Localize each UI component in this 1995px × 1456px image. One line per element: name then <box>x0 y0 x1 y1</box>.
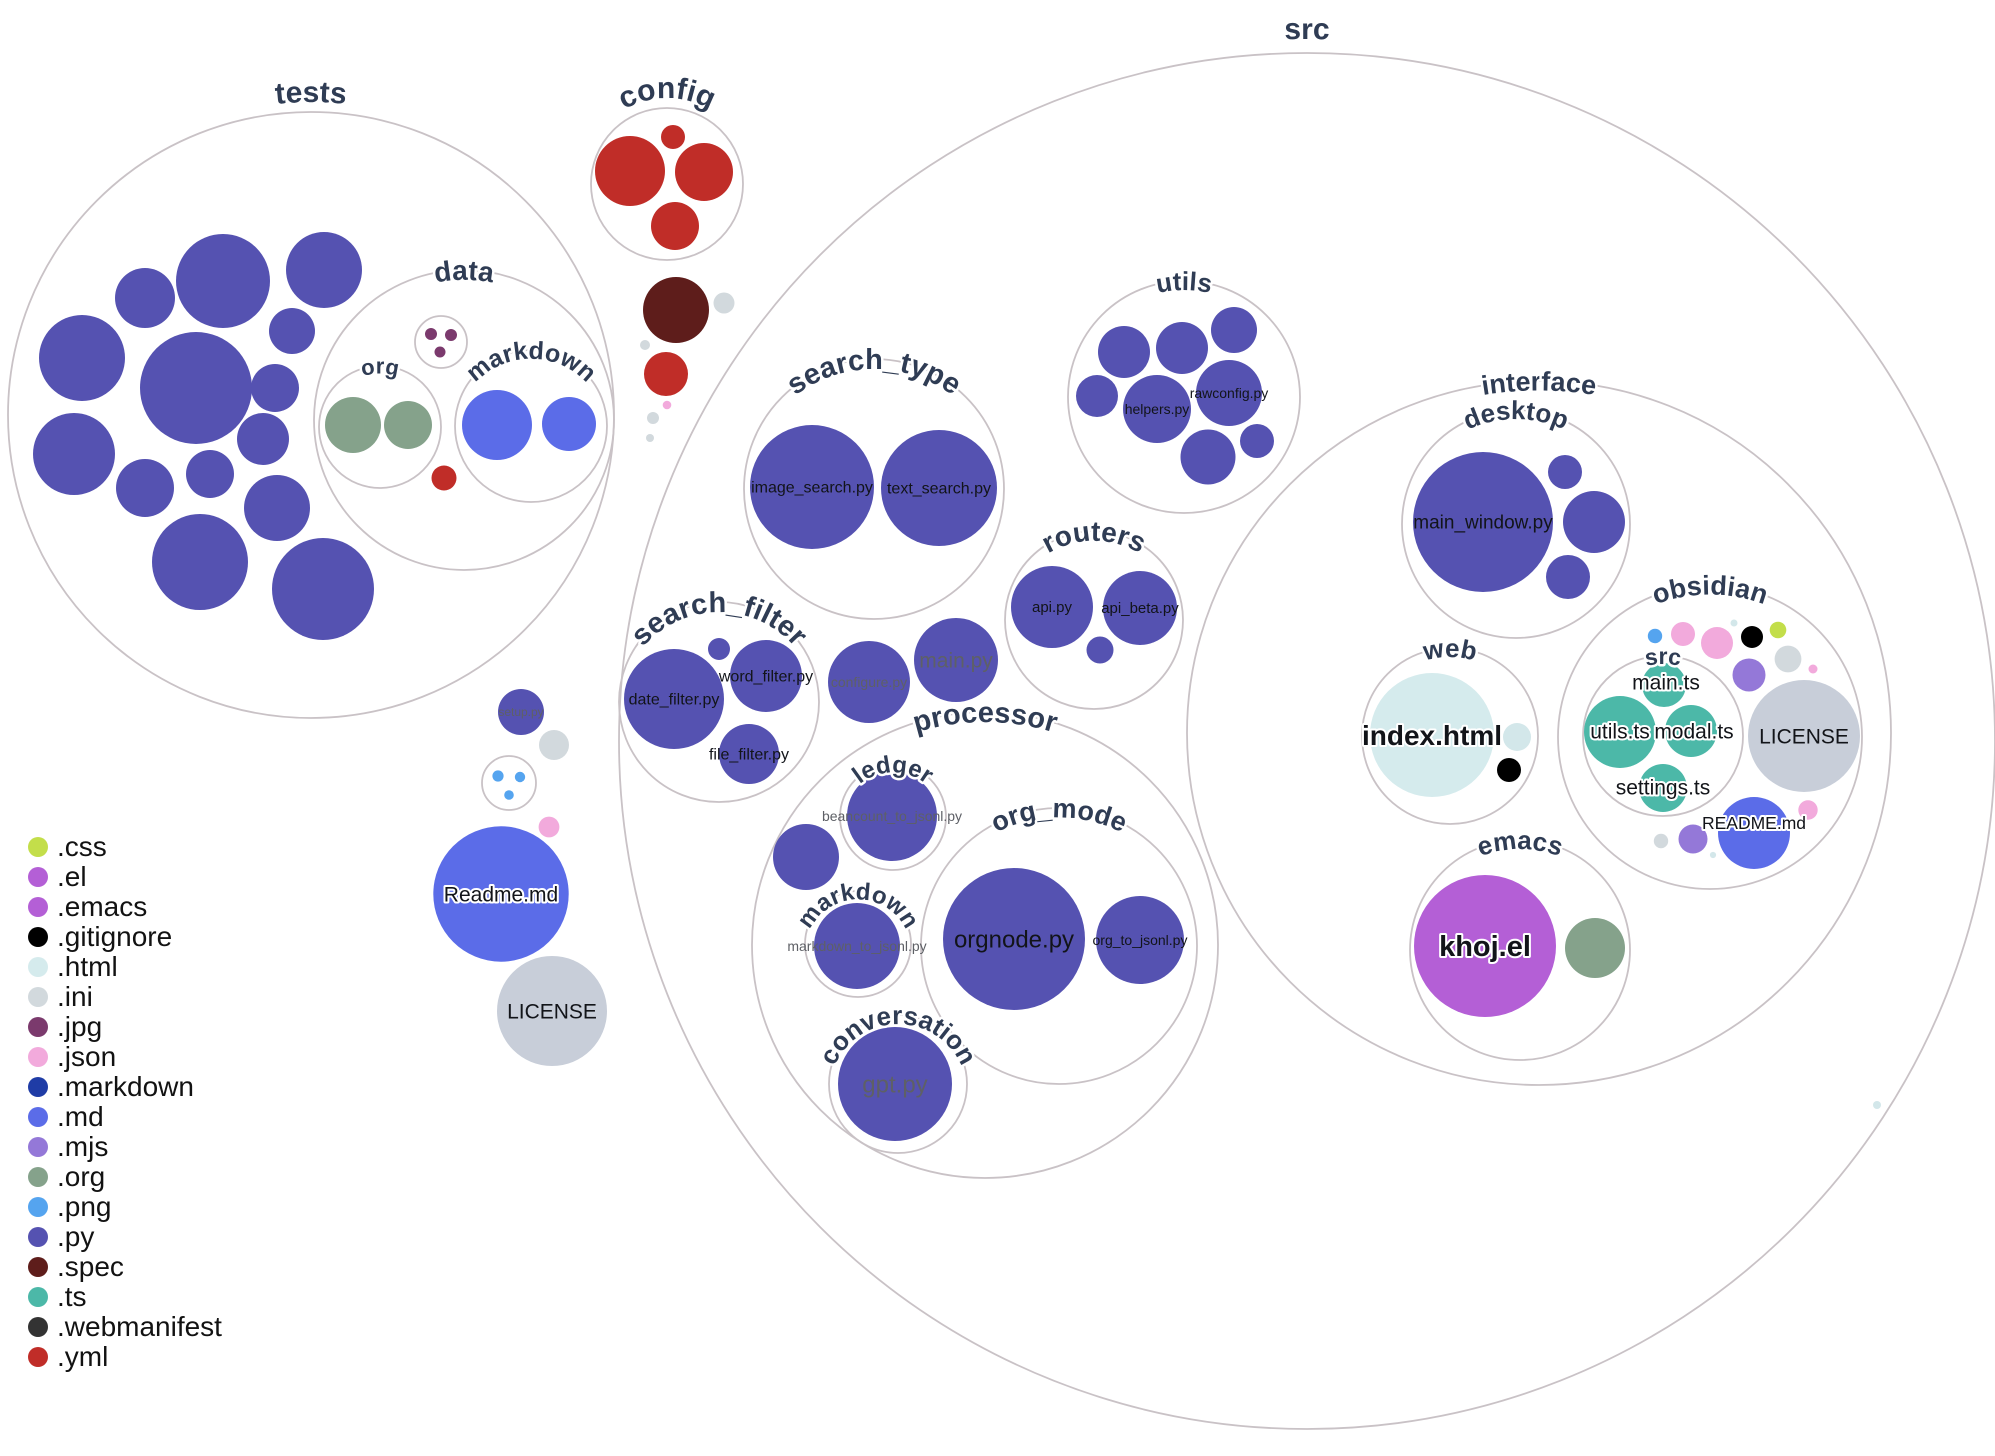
svg-text:data: data <box>432 255 496 289</box>
svg-text:org: org <box>359 354 401 381</box>
svg-text:.ini: .ini <box>57 981 93 1012</box>
svg-text:.spec: .spec <box>57 1251 124 1282</box>
svg-text:Readme.md: Readme.md <box>444 883 558 906</box>
svg-text:.html: .html <box>57 951 118 982</box>
svg-text:.json: .json <box>57 1041 116 1072</box>
svg-text:file_filter.py: file_filter.py <box>709 747 789 764</box>
svg-text:text_search.py: text_search.py <box>887 481 991 498</box>
svg-text:.ts: .ts <box>57 1281 87 1312</box>
svg-text:.emacs: .emacs <box>57 891 147 922</box>
svg-text:utils: utils <box>1154 266 1215 299</box>
svg-text:helpers.py: helpers.py <box>1125 401 1190 417</box>
svg-text:api.py: api.py <box>1032 599 1073 616</box>
svg-text:utils.ts: utils.ts <box>1590 720 1650 743</box>
svg-text:src: src <box>1284 13 1330 46</box>
svg-text:.org: .org <box>57 1161 105 1192</box>
svg-text:.py: .py <box>57 1221 94 1252</box>
svg-text:LICENSE: LICENSE <box>507 1000 597 1023</box>
svg-text:README.md: README.md <box>1702 813 1806 833</box>
svg-text:word_filter.py: word_filter.py <box>718 669 813 686</box>
svg-text:.md: .md <box>57 1101 104 1132</box>
svg-text:setup.py: setup.py <box>498 705 543 719</box>
svg-text:web: web <box>1420 633 1480 666</box>
svg-text:.markdown: .markdown <box>57 1071 194 1102</box>
svg-text:main.ts: main.ts <box>1632 671 1700 694</box>
svg-text:settings.ts: settings.ts <box>1616 776 1711 799</box>
svg-text:interface: interface <box>1479 366 1598 400</box>
svg-text:.mjs: .mjs <box>57 1131 108 1162</box>
svg-text:.css: .css <box>57 831 107 862</box>
svg-text:beancount_to_jsonl.py: beancount_to_jsonl.py <box>822 808 962 824</box>
svg-text:src: src <box>1643 643 1683 671</box>
svg-text:.jpg: .jpg <box>57 1011 102 1042</box>
svg-text:modal.ts: modal.ts <box>1654 720 1733 743</box>
svg-text:LICENSE: LICENSE <box>1759 725 1849 748</box>
svg-text:rawconfig.py: rawconfig.py <box>1190 385 1269 401</box>
svg-text:index.html: index.html <box>1362 720 1502 751</box>
svg-text:markdown_to_jsonl.py: markdown_to_jsonl.py <box>787 938 926 954</box>
svg-text:configure.py: configure.py <box>831 674 907 690</box>
svg-text:khoj.el: khoj.el <box>1439 931 1531 963</box>
svg-text:.el: .el <box>57 861 87 892</box>
svg-text:.yml: .yml <box>57 1341 108 1372</box>
svg-text:api_beta.py: api_beta.py <box>1101 600 1179 617</box>
svg-text:org_to_jsonl.py: org_to_jsonl.py <box>1093 932 1188 948</box>
svg-text:.webmanifest: .webmanifest <box>57 1311 222 1342</box>
svg-text:gpt.py: gpt.py <box>862 1071 927 1098</box>
svg-text:image_search.py: image_search.py <box>751 480 873 497</box>
svg-text:main.py: main.py <box>919 649 993 672</box>
svg-text:date_filter.py: date_filter.py <box>629 692 720 709</box>
svg-text:orgnode.py: orgnode.py <box>954 926 1074 953</box>
svg-text:main_window.py: main_window.py <box>1413 513 1553 534</box>
svg-text:.png: .png <box>57 1191 112 1222</box>
svg-text:.gitignore: .gitignore <box>57 921 172 952</box>
